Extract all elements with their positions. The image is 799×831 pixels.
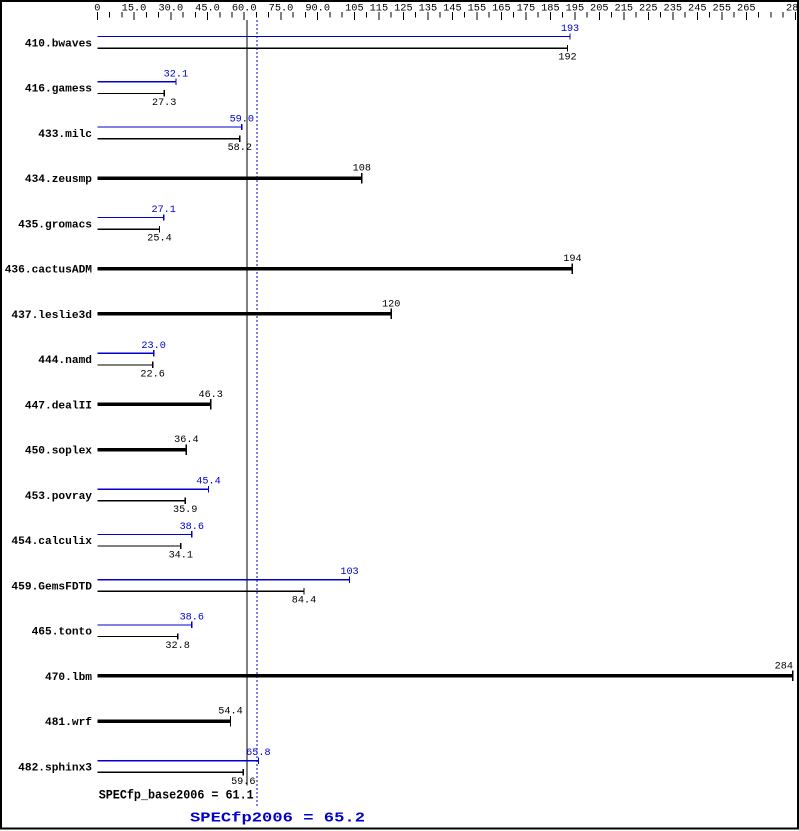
svg-text:35.9: 35.9 [173, 505, 197, 516]
svg-text:SPECfp2006 = 65.2: SPECfp2006 = 65.2 [190, 811, 365, 827]
svg-text:SPECfp_base2006 = 61.1: SPECfp_base2006 = 61.1 [99, 789, 254, 803]
svg-text:54.4: 54.4 [218, 707, 242, 718]
svg-text:46.3: 46.3 [198, 390, 222, 401]
svg-text:410.bwaves: 410.bwaves [25, 38, 92, 50]
svg-text:36.4: 36.4 [174, 435, 198, 446]
svg-text:481.wrf: 481.wrf [45, 717, 92, 729]
svg-text:470.lbm: 470.lbm [45, 672, 92, 684]
svg-text:27.1: 27.1 [151, 205, 175, 216]
svg-text:435.gromacs: 435.gromacs [18, 219, 92, 231]
svg-text:436.cactusADM: 436.cactusADM [5, 265, 93, 277]
svg-text:454.calculix: 454.calculix [11, 536, 92, 548]
svg-text:193: 193 [561, 24, 579, 35]
svg-text:194: 194 [563, 254, 581, 265]
svg-text:45.4: 45.4 [196, 477, 220, 488]
svg-text:27.3: 27.3 [152, 98, 176, 109]
svg-text:103: 103 [340, 567, 358, 578]
svg-text:120: 120 [382, 299, 400, 310]
svg-text:38.6: 38.6 [180, 612, 204, 623]
svg-text:434.zeusmp: 434.zeusmp [25, 174, 92, 186]
svg-text:444.namd: 444.namd [38, 355, 92, 367]
svg-text:25.4: 25.4 [147, 234, 171, 245]
svg-text:459.GemsFDTD: 459.GemsFDTD [11, 581, 92, 593]
svg-text:59.0: 59.0 [230, 115, 254, 126]
svg-text:453.povray: 453.povray [25, 491, 92, 503]
svg-text:450.soplex: 450.soplex [25, 446, 92, 458]
svg-text:285: 285 [786, 3, 799, 15]
svg-text:38.6: 38.6 [180, 522, 204, 533]
svg-text:284: 284 [775, 661, 793, 672]
svg-text:465.tonto: 465.tonto [32, 627, 93, 639]
svg-text:192: 192 [558, 53, 576, 64]
svg-text:84.4: 84.4 [292, 596, 316, 607]
svg-text:23.0: 23.0 [141, 341, 165, 352]
svg-text:59.6: 59.6 [231, 777, 255, 788]
svg-text:437.leslie3d: 437.leslie3d [11, 310, 92, 322]
svg-text:108: 108 [353, 164, 371, 175]
svg-text:22.6: 22.6 [140, 369, 164, 380]
svg-text:32.1: 32.1 [164, 69, 188, 80]
svg-text:447.dealII: 447.dealII [25, 400, 92, 412]
svg-text:482.sphinx3: 482.sphinx3 [18, 763, 92, 775]
svg-text:34.1: 34.1 [169, 551, 193, 562]
svg-text:433.milc: 433.milc [38, 129, 92, 141]
svg-text:416.gamess: 416.gamess [25, 84, 92, 96]
svg-text:65.8: 65.8 [246, 748, 270, 759]
svg-text:58.2: 58.2 [228, 143, 252, 154]
svg-text:32.8: 32.8 [165, 641, 189, 652]
